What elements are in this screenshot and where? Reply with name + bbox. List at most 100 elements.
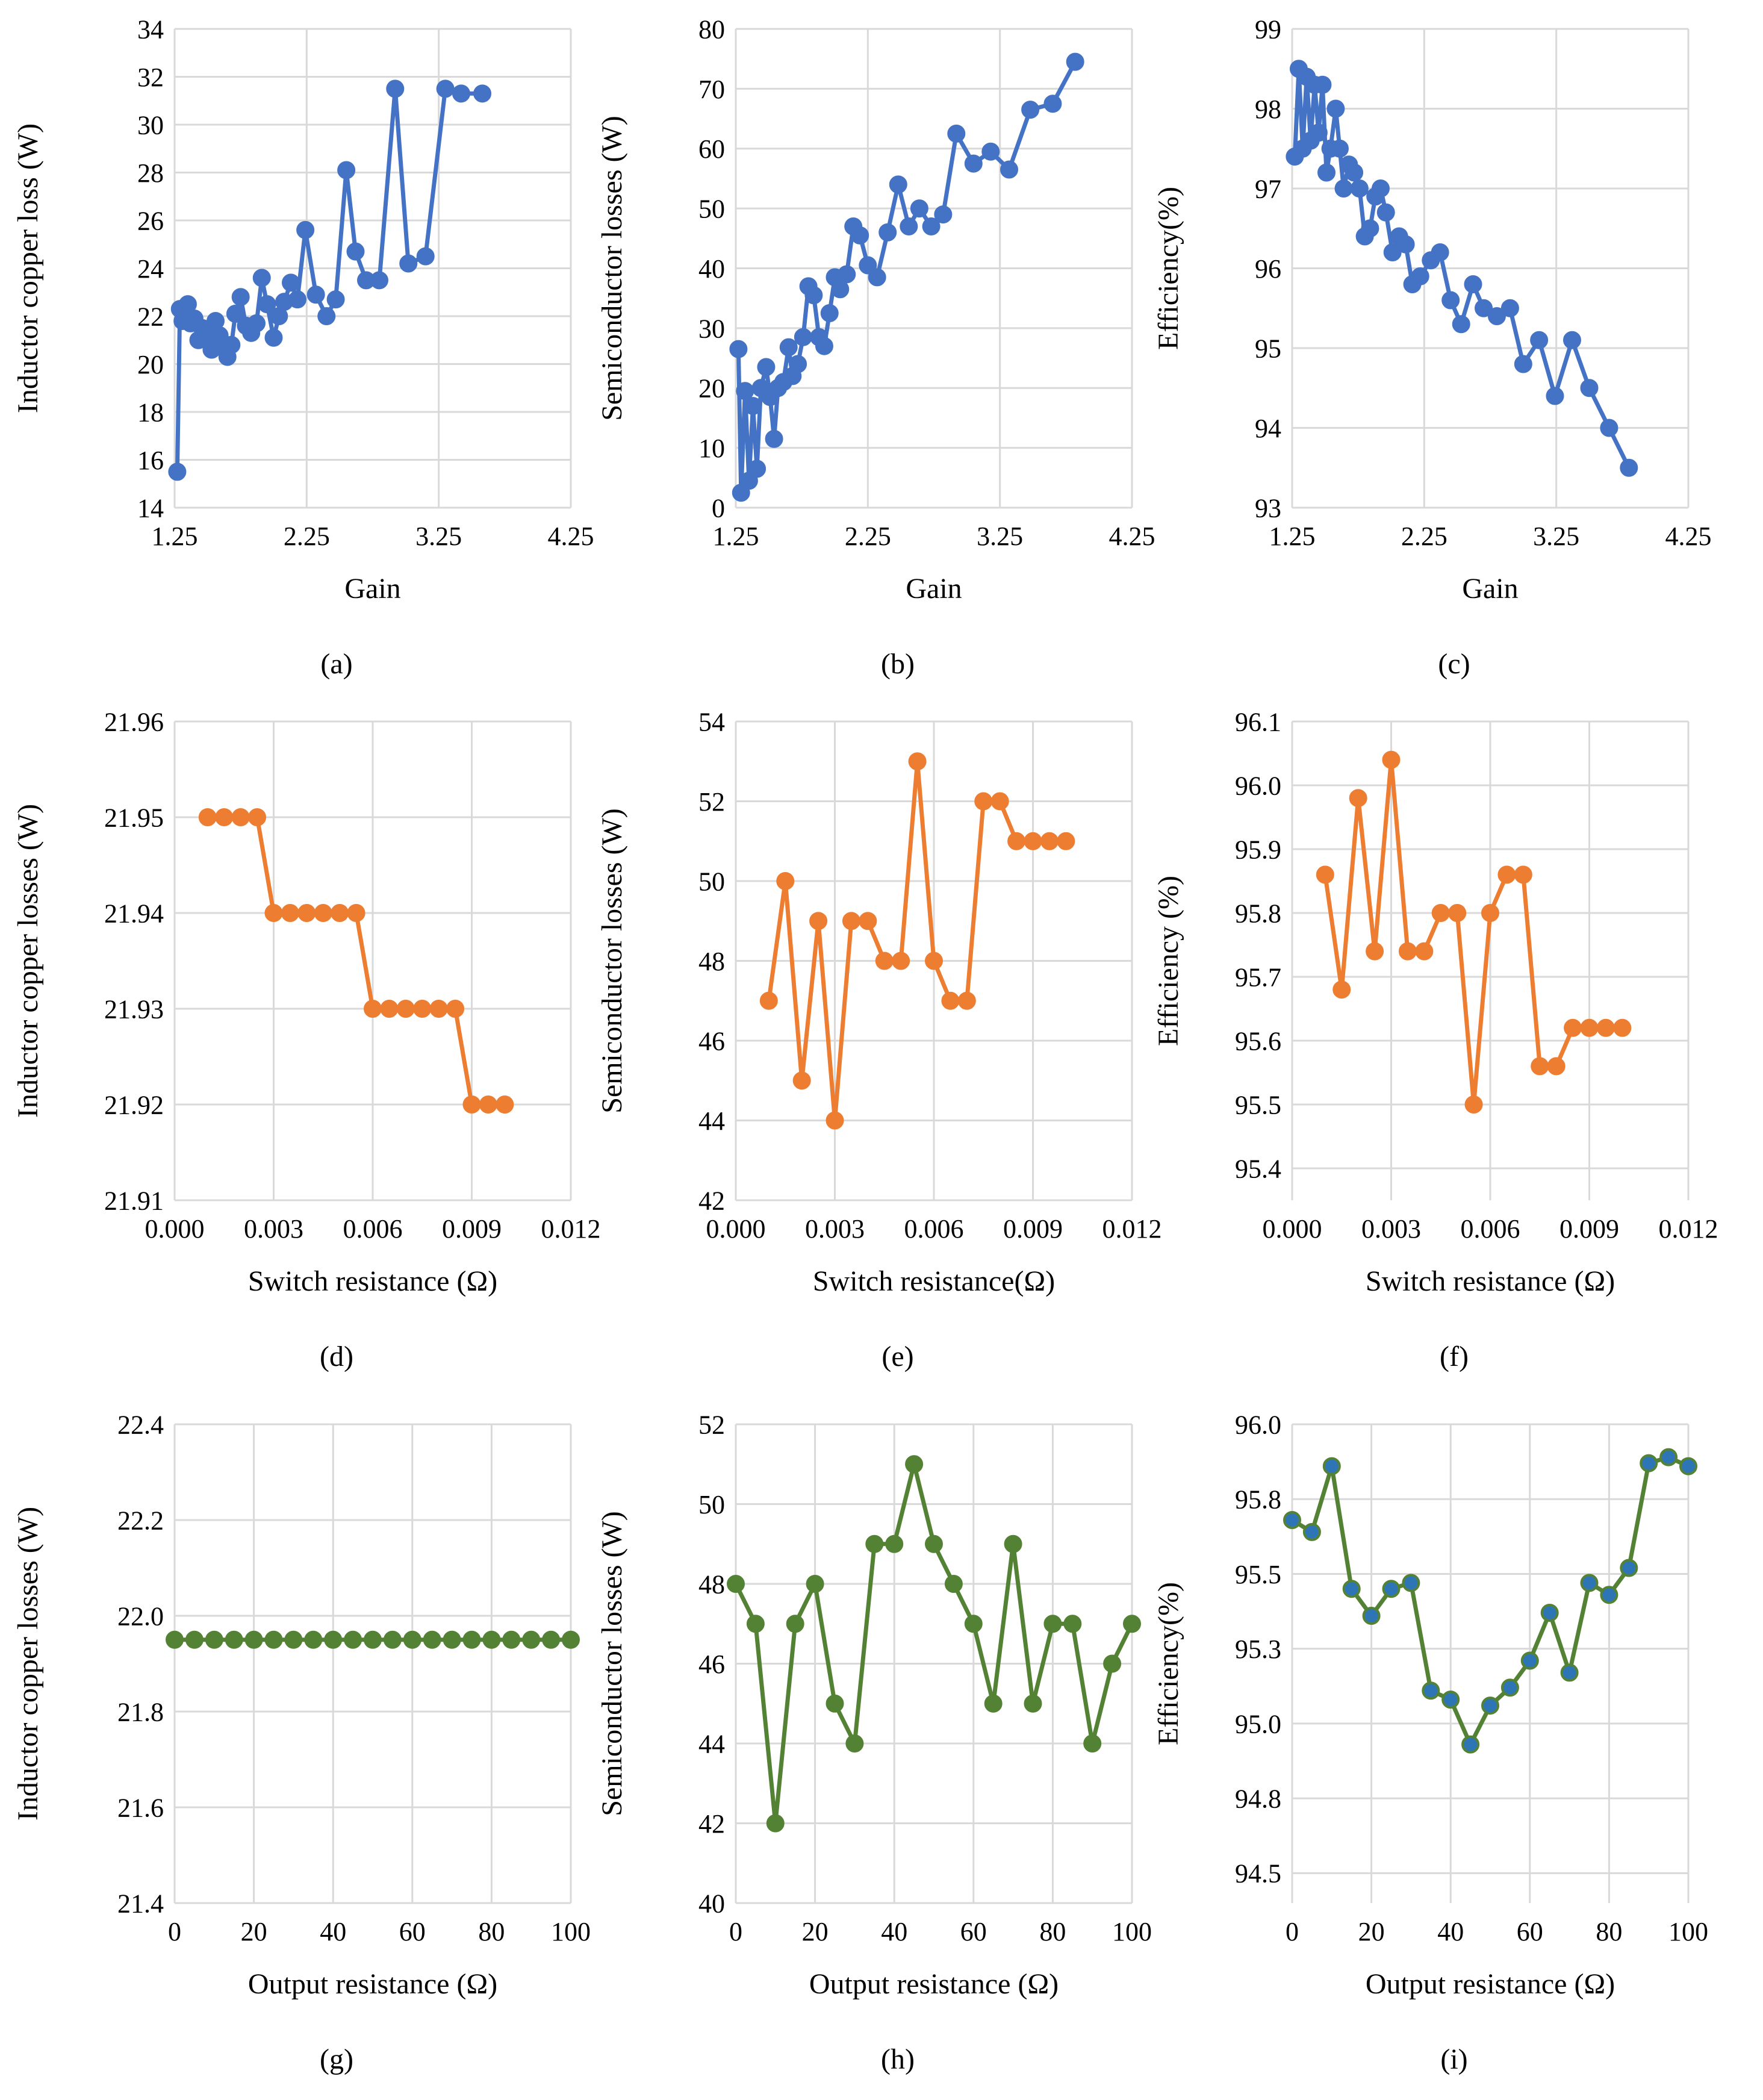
data-point (1398, 942, 1417, 961)
data-point (1371, 179, 1390, 198)
data-point (247, 314, 266, 332)
data-point (748, 460, 766, 478)
data-point (1313, 75, 1332, 94)
data-point (744, 397, 762, 416)
y-tick-label: 21.91 (104, 1186, 164, 1215)
x-tick-label: 0.006 (343, 1214, 403, 1244)
data-point (168, 463, 187, 481)
data-point (1402, 1574, 1420, 1592)
data-point (502, 1630, 521, 1649)
y-axis-title: Semiconductor losses (W) (596, 808, 628, 1114)
y-tick-label: 96.0 (1235, 771, 1281, 800)
data-point (1383, 243, 1402, 261)
data-point (759, 991, 778, 1010)
data-point (765, 429, 783, 448)
data-point (868, 268, 886, 287)
y-tick-label: 95.7 (1235, 962, 1281, 992)
x-tick-label: 2.25 (284, 522, 330, 551)
x-tick-label: 0 (729, 1917, 742, 1946)
data-point (1461, 1735, 1480, 1754)
y-tick-label: 96 (1255, 254, 1281, 284)
x-tick-label: 20 (1358, 1917, 1385, 1946)
data-point (809, 912, 828, 930)
y-tick-label: 46 (698, 1650, 725, 1679)
data-point (380, 1000, 399, 1018)
data-point (296, 220, 315, 239)
y-tick-label: 21.8 (117, 1697, 164, 1727)
y-tick-label: 96.0 (1235, 1410, 1281, 1439)
x-tick-label: 0.009 (442, 1214, 502, 1244)
data-point (452, 84, 470, 103)
series-line (766, 759, 1066, 1123)
panel-label: (i) (1440, 2043, 1467, 2075)
data-point (1316, 865, 1334, 884)
data-point (1547, 1057, 1566, 1076)
y-tick-label: 32 (137, 63, 164, 92)
x-tick-label: 0.012 (541, 1214, 601, 1244)
data-point (746, 1615, 765, 1633)
chart-panel-d: 21.91 21.92 21.93 21.94 21.95 21.96 0.000 0.003… (12, 707, 601, 1372)
data-point (1580, 1018, 1599, 1037)
data-point (1326, 99, 1345, 118)
data-point (804, 286, 823, 305)
data-point (859, 912, 877, 930)
y-tick-label: 50 (698, 195, 725, 224)
y-tick-label: 46 (698, 1026, 725, 1056)
x-tick-label: 20 (802, 1917, 829, 1946)
data-point (974, 792, 993, 811)
data-point (1530, 331, 1549, 349)
data-point (1531, 1057, 1549, 1076)
data-point (244, 1630, 263, 1649)
data-point (364, 1000, 382, 1018)
data-point (908, 752, 927, 771)
data-point (1024, 1694, 1042, 1713)
y-tick-label: 98 (1255, 95, 1281, 124)
data-point (925, 952, 943, 970)
x-tick-label: 0.012 (1102, 1214, 1162, 1244)
data-point (225, 1630, 243, 1649)
y-tick-label: 40 (698, 254, 725, 284)
data-point (1464, 275, 1482, 293)
data-point (1620, 1559, 1638, 1577)
y-tick-label: 93 (1255, 493, 1281, 523)
y-tick-label: 50 (698, 1490, 725, 1519)
data-point (1514, 865, 1532, 884)
data-point (905, 1455, 924, 1474)
y-tick-label: 30 (137, 110, 164, 140)
data-point (789, 355, 807, 373)
data-point (231, 808, 250, 826)
data-point (288, 290, 306, 309)
data-point (1452, 315, 1470, 334)
y-tick-label: 21.93 (104, 994, 164, 1024)
data-point (562, 1630, 580, 1649)
x-tick-label: 1.25 (152, 522, 198, 551)
data-point (831, 280, 850, 299)
data-point (1066, 52, 1084, 71)
x-tick-label: 0.006 (904, 1214, 964, 1244)
data-point (1332, 980, 1351, 999)
data-point (1500, 299, 1519, 317)
series-line (733, 1462, 1134, 1825)
x-tick-label: 0.000 (706, 1214, 766, 1244)
data-point (1431, 243, 1449, 261)
chart-panel-g: 21.4 21.6 21.8 22.0 22.2 22.4 0 20 40 60 80 100 Outp… (12, 1410, 591, 2075)
data-point (878, 223, 897, 241)
data-point (1350, 179, 1369, 198)
data-point (1376, 203, 1395, 222)
data-point (1600, 419, 1618, 437)
data-point (1620, 458, 1638, 477)
data-point (1540, 1604, 1559, 1622)
y-tick-label: 94.5 (1235, 1859, 1281, 1889)
data-point (757, 358, 776, 376)
data-point (964, 1615, 983, 1633)
y-tick-label: 21.92 (104, 1090, 164, 1120)
x-tick-label: 80 (1596, 1917, 1622, 1946)
chart-panel-f: 95.4 95.5 95.6 95.7 95.8 95.9 96.0 96.1 0.000 0.0… (1152, 707, 1718, 1372)
x-tick-label: 4.25 (548, 522, 594, 551)
data-point (1520, 1651, 1539, 1670)
y-tick-label: 95.8 (1235, 1485, 1281, 1515)
data-point (222, 335, 241, 354)
data-point (264, 328, 283, 347)
y-tick-label: 28 (137, 158, 164, 188)
y-tick-label: 30 (698, 314, 725, 343)
